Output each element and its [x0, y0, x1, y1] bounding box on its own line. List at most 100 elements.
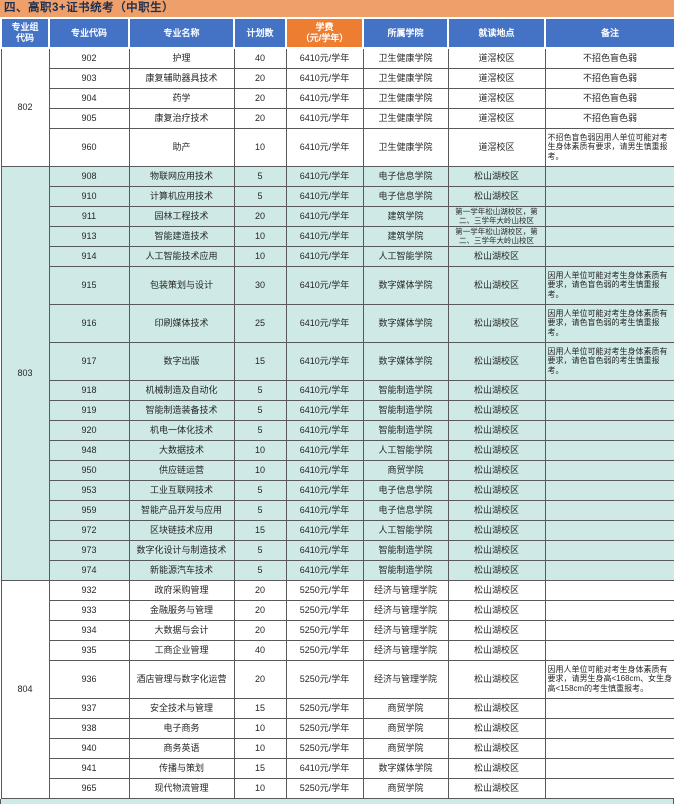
cell-plan-count: 20: [233, 599, 287, 621]
cell-tuition: 6410元/学年: [285, 165, 364, 187]
cell-tuition: 6410元/学年: [285, 499, 364, 521]
cell-note: [544, 479, 674, 501]
cell-major-code: 936: [48, 659, 130, 699]
cell-major-code: 913: [48, 225, 130, 247]
col-header-major-code: 专业代码: [48, 17, 130, 49]
cell-major-code: 937: [48, 697, 130, 719]
cell-major-code: 903: [48, 67, 130, 89]
table-row: 804 932 政府采购管理 20 5250元/学年 经济与管理学院 松山湖校区: [0, 579, 674, 799]
cell-note: [544, 559, 674, 581]
cell-note: [544, 737, 674, 759]
cell-location: 松山湖校区: [447, 599, 546, 621]
cell-major-name: 机电一体化技术: [128, 419, 235, 441]
cell-major-name: 物联网应用技术: [128, 165, 235, 187]
cell-note: [544, 757, 674, 779]
cell-tuition: 6410元/学年: [285, 107, 364, 129]
cell-college: 智能制造学院: [362, 539, 449, 561]
cell-location: 松山湖校区: [447, 499, 546, 521]
cell-plan-count: 15: [233, 519, 287, 541]
cell-tuition: 6410元/学年: [285, 245, 364, 267]
cell-tuition: 6410元/学年: [285, 127, 364, 167]
cell-location: 松山湖校区: [447, 777, 546, 799]
cell-note: [544, 599, 674, 621]
cell-major-code: 948: [48, 439, 130, 461]
cell-tuition: 6410元/学年: [285, 225, 364, 247]
table-body: 802 902 护理 40 6410元/学年 卫生健康学院 道滘校区 不招色盲色弱 903 康复辅…: [0, 47, 674, 799]
cell-tuition: 6410元/学年: [285, 303, 364, 343]
cell-tuition: 6410元/学年: [285, 559, 364, 581]
cell-location: 第一学年松山湖校区，第二、三学年大岭山校区: [447, 205, 546, 227]
cell-plan-count: 15: [233, 697, 287, 719]
cell-college: 卫生健康学院: [362, 47, 449, 69]
cell-college: 人工智能学院: [362, 519, 449, 541]
cell-college: 商贸学院: [362, 777, 449, 799]
cell-plan-count: 20: [233, 619, 287, 641]
table-row: 941 传播与策划 15 6410元/学年 数字媒体学院 松山湖校区: [1, 757, 674, 779]
table-row: 919 智能制造装备技术 5 6410元/学年 智能制造学院 松山湖校区: [1, 399, 674, 421]
cell-plan-count: 30: [233, 265, 287, 305]
cell-college: 智能制造学院: [362, 399, 449, 421]
cell-plan-count: 5: [233, 185, 287, 207]
cell-location: 松山湖校区: [447, 245, 546, 267]
cell-location: 松山湖校区: [447, 303, 546, 343]
cell-major-code: 941: [48, 757, 130, 779]
cell-major-code: 915: [48, 265, 130, 305]
table-row: 914 人工智能技术应用 10 6410元/学年 人工智能学院 松山湖校区: [1, 245, 674, 267]
cell-location: 松山湖校区: [447, 519, 546, 541]
cell-location: 松山湖校区: [447, 619, 546, 641]
table-row: 960 助产 10 6410元/学年 卫生健康学院 道滘校区 不招色盲色弱因用人单位可能对考…: [1, 127, 674, 167]
cell-major-code: 974: [48, 559, 130, 581]
cell-major-name: 新能源汽车技术: [128, 559, 235, 581]
col-header-plan-count: 计划数: [233, 17, 287, 49]
cell-major-code: 965: [48, 777, 130, 799]
cell-tuition: 5250元/学年: [285, 697, 364, 719]
cell-college: 人工智能学院: [362, 245, 449, 267]
header-row: 专业组 代码 专业代码 专业名称 计划数 学费 （元/学年） 所属学院 就读地点…: [0, 17, 674, 49]
cell-note: [544, 519, 674, 541]
table-row: 950 供应链运营 10 6410元/学年 商贸学院 松山湖校区: [1, 459, 674, 481]
cell-note: 因用人单位可能对考生身体素质有要求，请男生身高<168cm、女生身高<158cm…: [544, 659, 674, 699]
cell-college: 经济与管理学院: [362, 639, 449, 661]
cell-plan-count: 40: [233, 47, 287, 69]
table-row: 917 数字出版 15 6410元/学年 数字媒体学院 松山湖校区 因用人单位可能对考生身体…: [1, 341, 674, 381]
cell-college: 商贸学院: [362, 697, 449, 719]
cell-note: [544, 185, 674, 207]
cell-tuition: 6410元/学年: [285, 399, 364, 421]
cell-major-code: 904: [48, 87, 130, 109]
col-header-location: 就读地点: [447, 17, 546, 49]
cell-note: 不招色盲色弱: [544, 87, 674, 109]
cell-plan-count: 15: [233, 757, 287, 779]
cell-tuition: 6410元/学年: [285, 539, 364, 561]
cell-location: 松山湖校区: [447, 697, 546, 719]
cell-location: 松山湖校区: [447, 737, 546, 759]
cell-note: [544, 245, 674, 267]
cell-plan-count: 20: [233, 579, 287, 601]
cell-college: 经济与管理学院: [362, 599, 449, 621]
cell-note: [544, 205, 674, 227]
cell-major-code: 935: [48, 639, 130, 661]
cell-plan-count: 40: [233, 639, 287, 661]
cell-major-code: 917: [48, 341, 130, 381]
cell-major-name: 政府采购管理: [128, 579, 235, 601]
col-header-major-name: 专业名称: [128, 17, 235, 49]
cell-major-name: 人工智能技术应用: [128, 245, 235, 267]
cell-college: 数字媒体学院: [362, 757, 449, 779]
cell-plan-count: 10: [233, 737, 287, 759]
cell-note: [544, 225, 674, 247]
cell-location: 道滘校区: [447, 67, 546, 89]
cell-plan-count: 5: [233, 559, 287, 581]
cell-major-name: 护理: [128, 47, 235, 69]
cell-college: 商贸学院: [362, 737, 449, 759]
cell-major-code: 918: [48, 379, 130, 401]
cell-plan-count: 5: [233, 419, 287, 441]
cell-major-name: 金融服务与管理: [128, 599, 235, 621]
cell-note: [544, 539, 674, 561]
cell-note: [544, 165, 674, 187]
cell-location: 松山湖校区: [447, 717, 546, 739]
cell-note: 不招色盲色弱因用人单位可能对考生身体素质有要求，请男生慎重报考。: [544, 127, 674, 167]
col-header-college: 所属学院: [362, 17, 449, 49]
section-title: 四、高职3+证书统考（中职生）: [0, 0, 674, 17]
cell-note: 不招色盲色弱: [544, 67, 674, 89]
cell-major-code: 973: [48, 539, 130, 561]
cell-major-code: 960: [48, 127, 130, 167]
